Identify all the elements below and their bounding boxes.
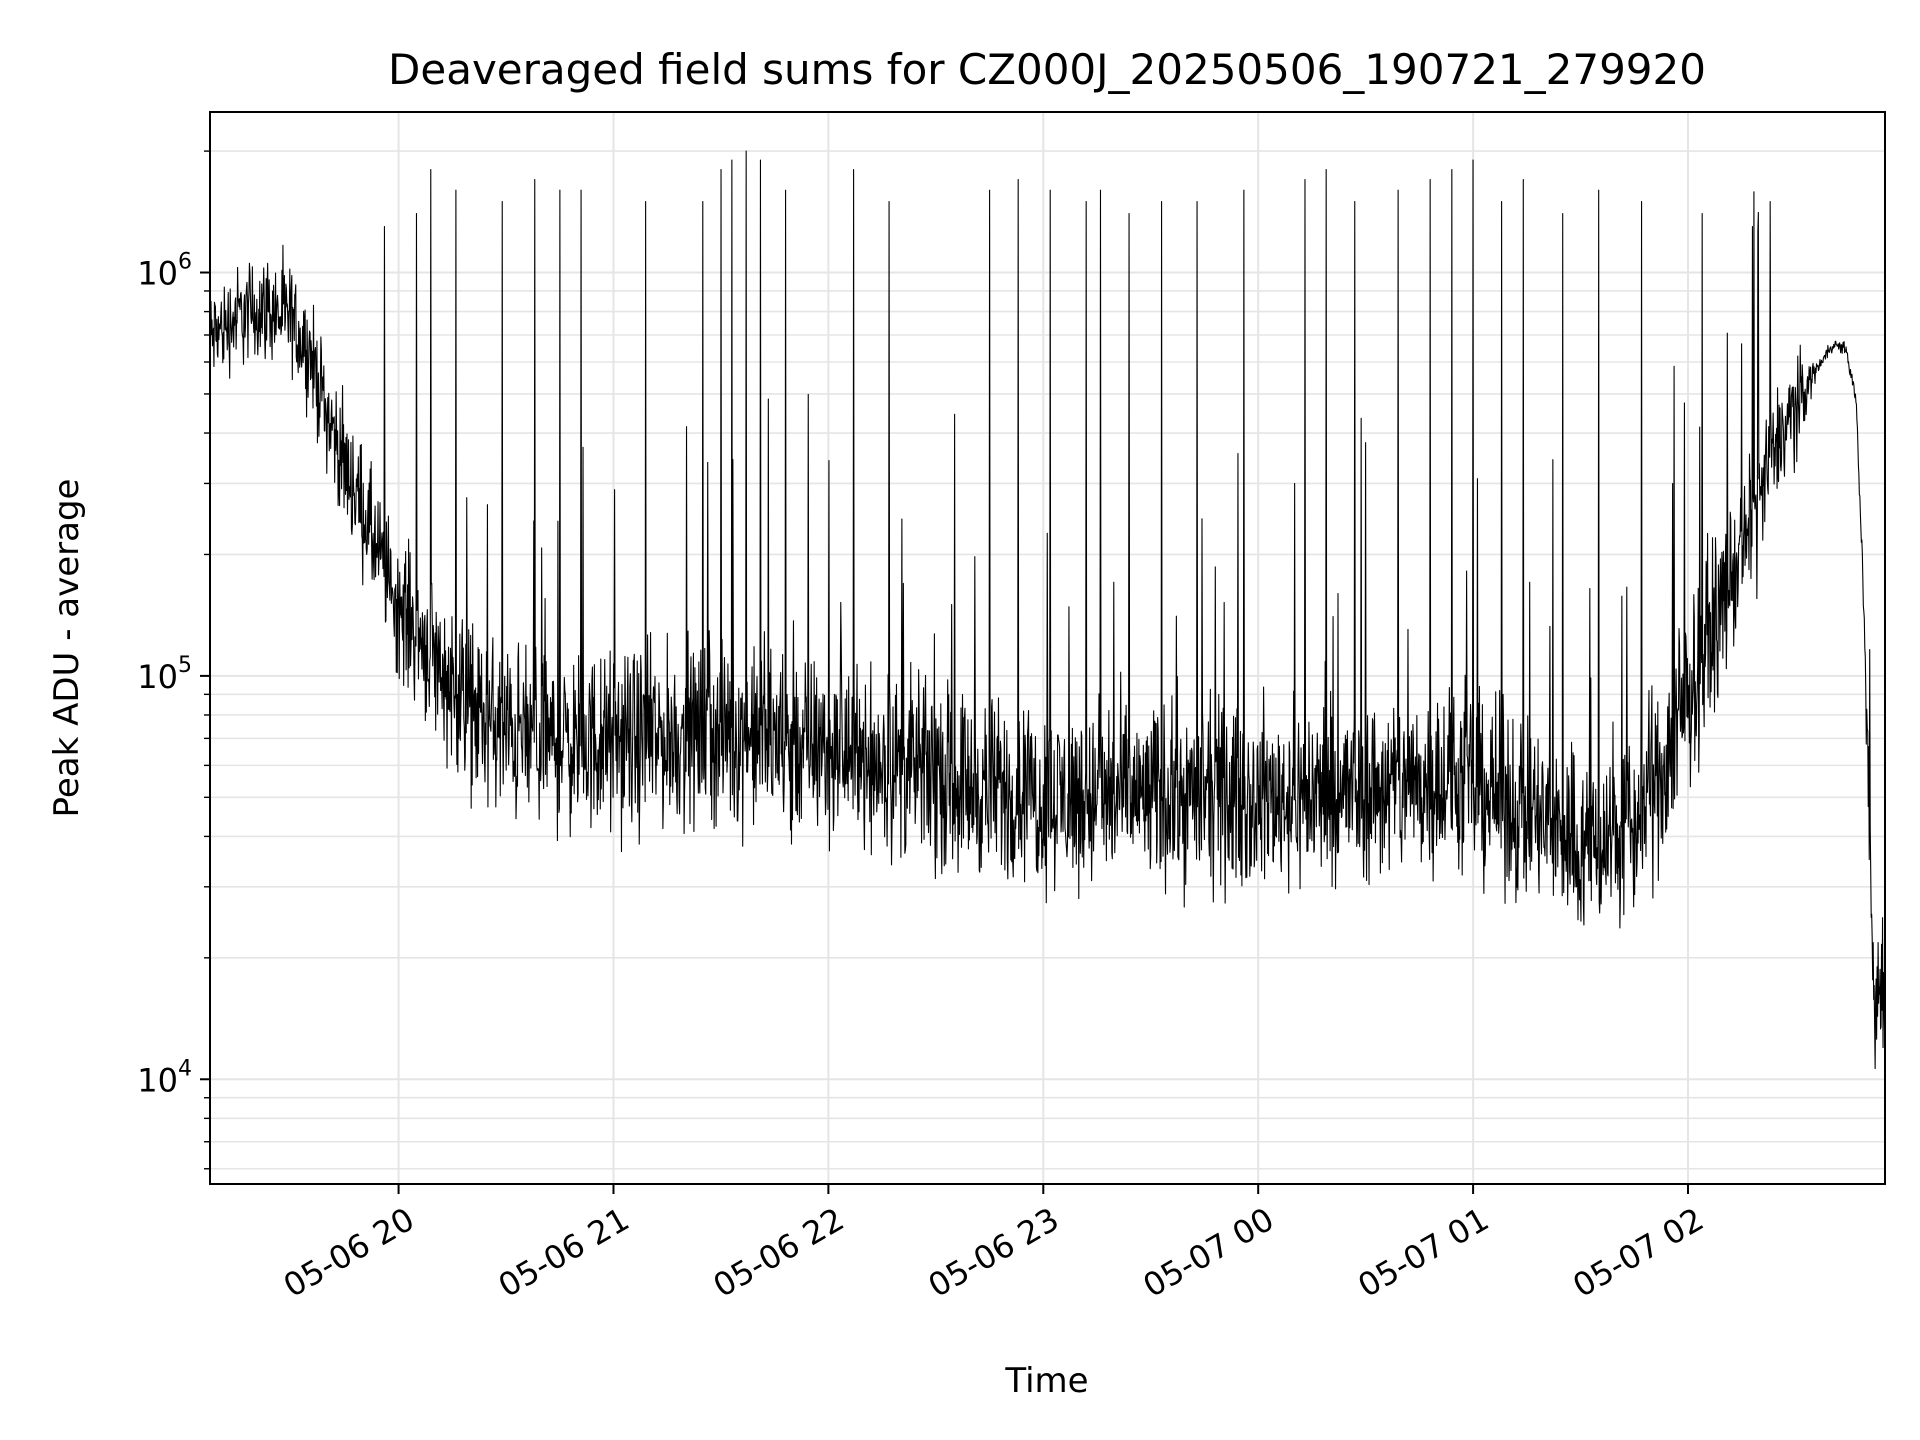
y-axis-label: Peak ADU - average: [47, 479, 87, 818]
y-tick-exponent: 4: [178, 1056, 192, 1081]
series-line: [209, 150, 1886, 1070]
y-tick-base: 10: [137, 658, 178, 696]
y-tick-label: 104: [137, 1056, 192, 1099]
y-tick-exponent: 5: [178, 653, 192, 678]
y-tick-base: 10: [137, 1061, 178, 1099]
y-tick-base: 10: [137, 255, 178, 293]
y-tick-label: 105: [137, 653, 192, 696]
y-tick-label: 106: [137, 250, 192, 293]
y-tick-exponent: 6: [178, 250, 192, 275]
chart-title: Deaveraged field sums for CZ000J_2025050…: [388, 45, 1706, 94]
x-axis-label: Time: [1004, 1361, 1088, 1401]
plot-frame: [209, 111, 1886, 1185]
